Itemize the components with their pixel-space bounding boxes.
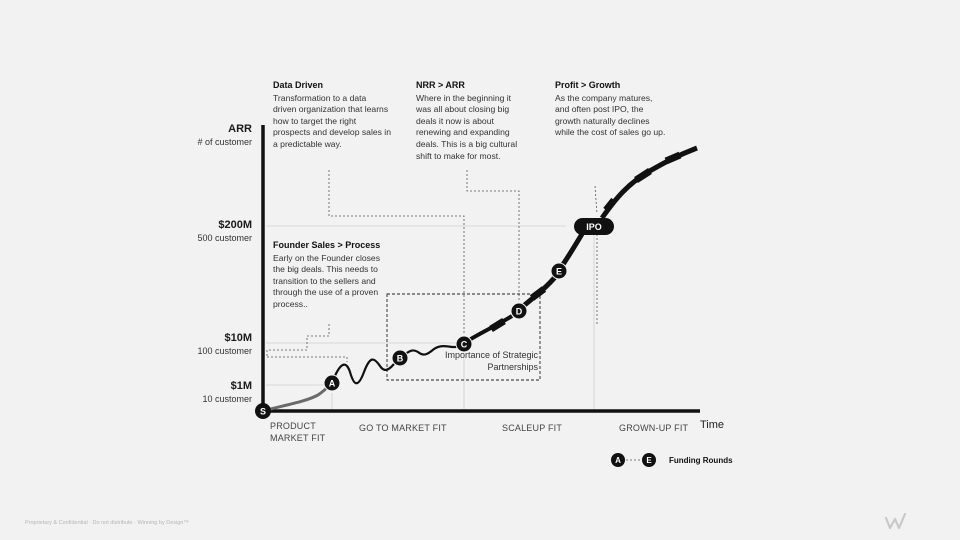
y-level-1m: $1M 10 customer <box>132 380 252 405</box>
legend-label: Funding Rounds <box>669 456 733 465</box>
marker-s-label: S <box>260 407 266 417</box>
phase-scaleup-fit: SCALEUP FIT <box>502 423 563 433</box>
partnerships-label: Importance of Strategic Partnerships <box>444 350 538 372</box>
marker-e: E <box>550 262 568 280</box>
footer-confidential: Proprietary & Confidential · Do not dist… <box>25 520 189 526</box>
y-level-200m-value: $200M <box>218 219 252 231</box>
growth-curve-post <box>599 145 698 220</box>
connector-profit <box>594 185 598 215</box>
marker-b: B <box>391 349 409 367</box>
marker-c: C <box>455 335 473 353</box>
y-level-10m: $10M 100 customer <box>132 332 252 357</box>
connector-nrr <box>466 170 520 302</box>
note-nrr-arr-body: Where in the beginning it was all about … <box>416 92 518 161</box>
curve-thick-seg-1 <box>489 318 506 332</box>
connector-data-driven <box>328 170 465 334</box>
y-level-1m-value: $1M <box>230 380 252 392</box>
ipo-label: IPO <box>586 222 602 232</box>
note-profit-growth-body: As the company matures, and often post I… <box>555 92 666 138</box>
note-profit-growth: Profit > Growth As the company matures, … <box>555 80 667 139</box>
phase-go-to-market-fit: GO TO MARKET FIT <box>359 423 447 433</box>
legend-from: A <box>615 456 621 465</box>
marker-a-label: A <box>329 379 336 389</box>
note-data-driven: Data Driven Transformation to a data dri… <box>273 80 391 151</box>
y-level-10m-value: $10M <box>224 332 252 344</box>
growth-curve-squiggle <box>330 358 395 385</box>
y-axis-title: ARR # of customer <box>130 123 252 148</box>
note-profit-growth-title: Profit > Growth <box>555 80 621 90</box>
note-data-driven-body: Transformation to a data driven organiza… <box>273 92 392 149</box>
partnerships-box <box>386 293 541 381</box>
note-founder-sales-title: Founder Sales > Process <box>273 240 381 250</box>
y-level-10m-sub: 100 customer <box>197 346 252 356</box>
marker-d-label: D <box>516 307 523 317</box>
note-founder-sales-body: Early on the Founder closes the big deal… <box>273 252 381 309</box>
x-axis-title: Time <box>700 419 725 431</box>
y-level-200m-sub: 500 customer <box>197 233 252 243</box>
note-data-driven-title: Data Driven <box>273 80 324 90</box>
marker-c-label: C <box>461 340 468 350</box>
connector-founder-2 <box>267 356 348 362</box>
growth-curve-bc <box>399 345 462 359</box>
phase-grown-up-fit: GROWN-UP FIT <box>619 423 689 433</box>
phase-product-market-fit: PRODUCT MARKET FIT <box>270 421 326 443</box>
marker-s: S <box>255 403 271 419</box>
legend: A E Funding Rounds <box>611 453 733 467</box>
y-level-200m: $200M 500 customer <box>132 219 252 244</box>
y-axis-title-text: ARR <box>228 123 252 135</box>
legend-to: E <box>646 456 652 465</box>
marker-a: A <box>323 374 341 392</box>
note-nrr-arr: NRR > ARR Where in the beginning it was … <box>416 80 526 162</box>
note-founder-sales: Founder Sales > Process Early on the Fou… <box>273 240 388 311</box>
growth-curve-eipo <box>559 232 585 268</box>
curve-thick-seg-4 <box>634 168 652 183</box>
growth-curve-early <box>262 381 334 413</box>
y-axis-subtitle: # of customer <box>197 137 252 147</box>
y-level-1m-sub: 10 customer <box>202 394 252 404</box>
connector-founder <box>266 324 330 357</box>
growth-curve-cd <box>464 314 514 344</box>
marker-b-label: B <box>397 354 404 364</box>
curve-thick-seg-3 <box>603 197 617 213</box>
note-nrr-arr-title: NRR > ARR <box>416 80 465 90</box>
marker-e-label: E <box>556 267 562 277</box>
wbd-logo-icon <box>884 512 907 530</box>
curve-thick-seg-5 <box>664 151 682 165</box>
ipo-pill: IPO <box>574 218 614 235</box>
marker-d: D <box>510 302 528 320</box>
curve-thick-seg-2 <box>529 286 547 301</box>
